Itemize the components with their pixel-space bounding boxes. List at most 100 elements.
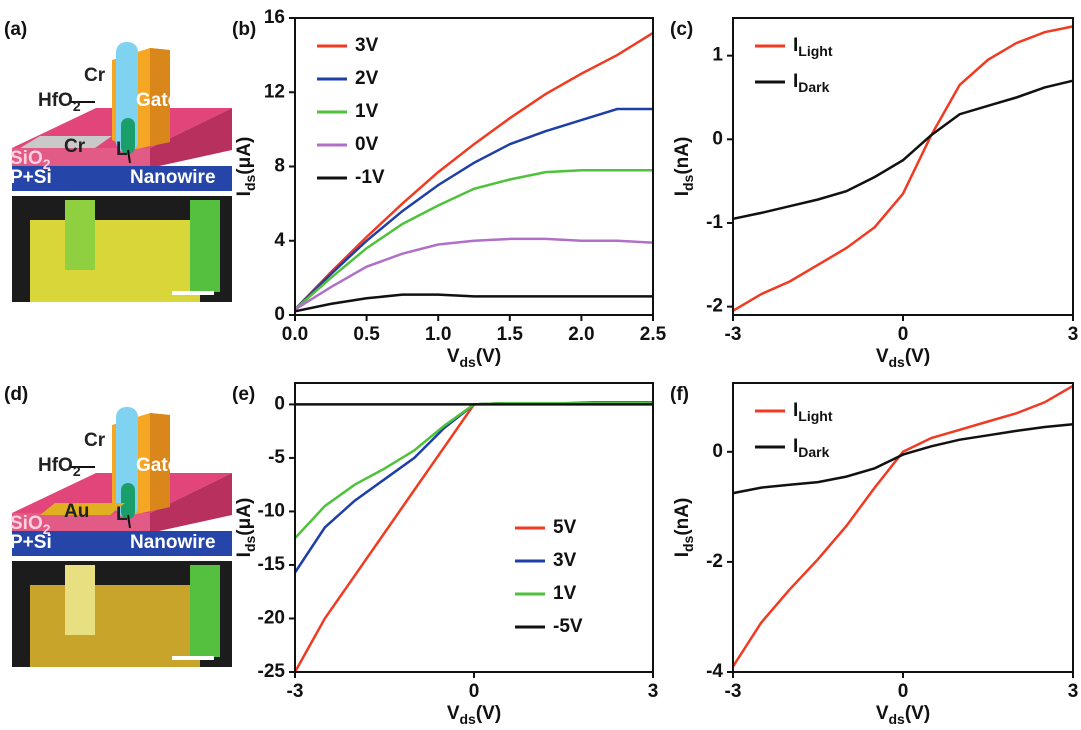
device-text: Gate <box>136 90 178 111</box>
legend-label: 2V <box>355 68 379 89</box>
sem-electrode <box>190 565 220 657</box>
data-line <box>293 401 653 673</box>
data-line <box>732 79 1074 221</box>
sem-electrode <box>190 200 220 292</box>
legend-label-part: 3V <box>553 550 577 571</box>
y-axis-label-part: ds <box>680 174 696 191</box>
legend-label: 1V <box>355 101 379 122</box>
data-line <box>294 402 653 540</box>
plot-frame <box>732 17 1074 316</box>
y-axis-label: Ids(nA) <box>672 498 696 558</box>
device-text: SiO2 <box>10 148 51 172</box>
device-text-part: L <box>116 139 128 160</box>
legend-label-part: Dark <box>798 79 829 95</box>
slab-front <box>12 148 150 168</box>
device-text-part: 2 <box>43 521 51 537</box>
arrow <box>127 514 131 529</box>
y-tick-label: 0 <box>274 393 285 414</box>
legend-label-part: 1V <box>553 583 577 604</box>
nanowire <box>121 483 135 519</box>
device-text-part: Cr <box>84 65 106 86</box>
plot-frame <box>294 382 654 673</box>
data-line <box>294 237 654 311</box>
device-text-part: SiO <box>10 513 43 534</box>
contact <box>40 503 125 515</box>
data-line <box>294 168 653 311</box>
x-tick-label: 2.5 <box>640 324 667 345</box>
nanowire <box>121 118 135 154</box>
legend-label-part: I <box>793 71 798 92</box>
y-tick-label: 16 <box>264 7 285 28</box>
legend-label-part: -5V <box>553 616 583 637</box>
y-axis-label: Ids(μA) <box>234 137 258 197</box>
data-line <box>294 31 654 311</box>
legend-label-part: 0V <box>355 134 379 155</box>
device-text: Au <box>64 501 89 522</box>
panel-label: (f) <box>670 384 689 405</box>
y-tick-label: -4 <box>706 661 723 682</box>
x-axis-label-part: V <box>876 346 889 367</box>
y-axis-label: Ids(μA) <box>234 498 258 558</box>
x-tick-label: 1.0 <box>425 324 451 345</box>
legend-label: 5V <box>553 517 577 538</box>
y-axis-label-part: ds <box>680 535 696 552</box>
x-axis-label: Vds(V) <box>447 346 501 370</box>
data-line <box>294 293 653 313</box>
device-text-part: Nanowire <box>130 532 216 553</box>
y-tick-label: -2 <box>706 296 723 317</box>
data-line <box>294 107 653 311</box>
panel-label: (c) <box>670 19 693 40</box>
panel-label: (a) <box>4 19 27 40</box>
x-tick-label: 0 <box>469 681 480 702</box>
device-text: Gate <box>136 455 178 476</box>
device-text: Nanowire <box>130 167 216 188</box>
device-text: Cr <box>64 136 86 157</box>
y-tick-label: -2 <box>706 551 723 572</box>
legend-label-part: I <box>793 400 798 421</box>
device-text-part: Nanowire <box>130 167 216 188</box>
slab-front <box>12 513 150 533</box>
sem-electrode <box>65 565 95 635</box>
legend-label: 3V <box>553 550 577 571</box>
legend-label-part: Light <box>798 43 833 59</box>
x-axis-label-part: V <box>447 346 460 367</box>
y-tick-label: 4 <box>274 230 285 251</box>
sem-pad <box>30 220 200 302</box>
device-text-part: Au <box>64 501 89 522</box>
device-text: L <box>116 504 128 525</box>
device-text: L <box>116 139 128 160</box>
device-text-part: Gate <box>136 90 178 111</box>
x-tick-label: 2.0 <box>568 324 594 345</box>
x-axis-label: Vds(V) <box>876 346 930 370</box>
x-tick-label: -3 <box>287 681 304 702</box>
y-tick-label: 0 <box>712 441 723 462</box>
legend-label: IDark <box>793 71 830 95</box>
device-text-part: 2 <box>43 156 51 172</box>
legend-label: 3V <box>355 35 379 56</box>
slab-side <box>150 108 232 168</box>
y-axis-label-part: I <box>672 191 693 196</box>
legend-label-part: Dark <box>798 444 829 460</box>
data-line <box>732 423 1074 495</box>
device-text-part: Cr <box>64 136 86 157</box>
x-axis-label-part: (V) <box>905 703 930 724</box>
gate-side <box>150 413 170 511</box>
y-axis-label-part: (μA) <box>234 498 255 536</box>
sem-electrode <box>65 200 95 270</box>
x-axis-label: Vds(V) <box>447 703 501 727</box>
legend-label: -5V <box>553 616 583 637</box>
y-tick-label: -15 <box>258 554 286 575</box>
y-tick-label: -1 <box>706 212 723 233</box>
x-axis-label-part: ds <box>460 354 477 370</box>
device-text-part: P+Si <box>10 532 52 553</box>
contact <box>20 136 112 148</box>
y-tick-label: -10 <box>258 500 285 521</box>
x-axis-label-part: ds <box>889 711 906 727</box>
device-text: Cr <box>84 430 106 451</box>
device-text: P+Si <box>10 532 52 553</box>
legend-label-part: I <box>793 35 798 56</box>
y-axis-label-part: I <box>672 552 693 557</box>
device-text-part: HfO <box>38 455 73 476</box>
panel-label: (d) <box>4 384 28 405</box>
